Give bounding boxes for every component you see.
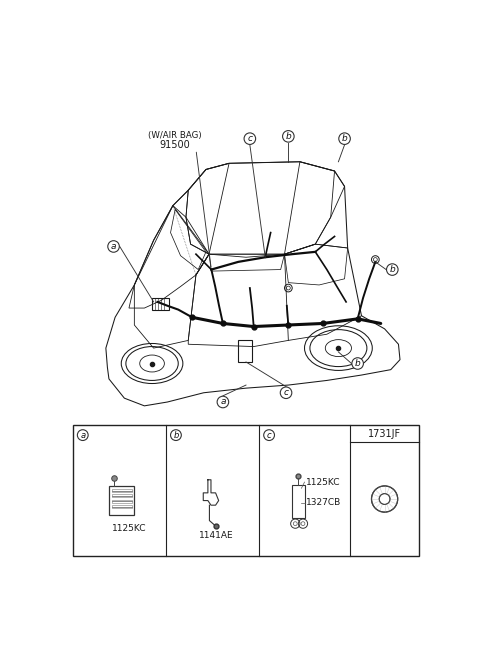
Text: a: a: [80, 430, 85, 440]
Circle shape: [280, 387, 292, 398]
Circle shape: [352, 358, 363, 369]
Text: 1125KC: 1125KC: [112, 525, 147, 533]
Circle shape: [339, 133, 350, 145]
Bar: [73, 425, 419, 556]
Text: c: c: [267, 430, 271, 440]
Text: c: c: [284, 388, 288, 398]
Text: b: b: [389, 265, 395, 274]
Bar: [109, 486, 134, 515]
Circle shape: [170, 430, 181, 441]
Bar: [238, 341, 252, 362]
Text: 91500: 91500: [160, 140, 191, 150]
Text: (W/AIR BAG): (W/AIR BAG): [148, 131, 202, 140]
Text: c: c: [247, 134, 252, 143]
Text: b: b: [342, 134, 348, 143]
Circle shape: [244, 133, 256, 145]
Text: 1327CB: 1327CB: [306, 498, 341, 508]
Text: b: b: [173, 430, 179, 440]
Text: 1731JF: 1731JF: [368, 428, 401, 439]
Bar: [112, 500, 132, 503]
Bar: [292, 485, 304, 517]
Circle shape: [108, 240, 120, 252]
Circle shape: [283, 130, 294, 142]
Bar: [152, 298, 169, 310]
Bar: [112, 495, 132, 498]
Text: a: a: [111, 242, 116, 251]
Text: b: b: [355, 359, 360, 368]
Circle shape: [217, 396, 228, 408]
Text: 1125KC: 1125KC: [306, 477, 341, 487]
Circle shape: [264, 430, 275, 441]
Circle shape: [386, 264, 398, 275]
Text: a: a: [220, 398, 226, 407]
Text: b: b: [286, 132, 291, 141]
Bar: [112, 505, 132, 508]
Text: 1141AE: 1141AE: [199, 531, 233, 540]
Bar: [112, 489, 132, 492]
Circle shape: [77, 430, 88, 441]
